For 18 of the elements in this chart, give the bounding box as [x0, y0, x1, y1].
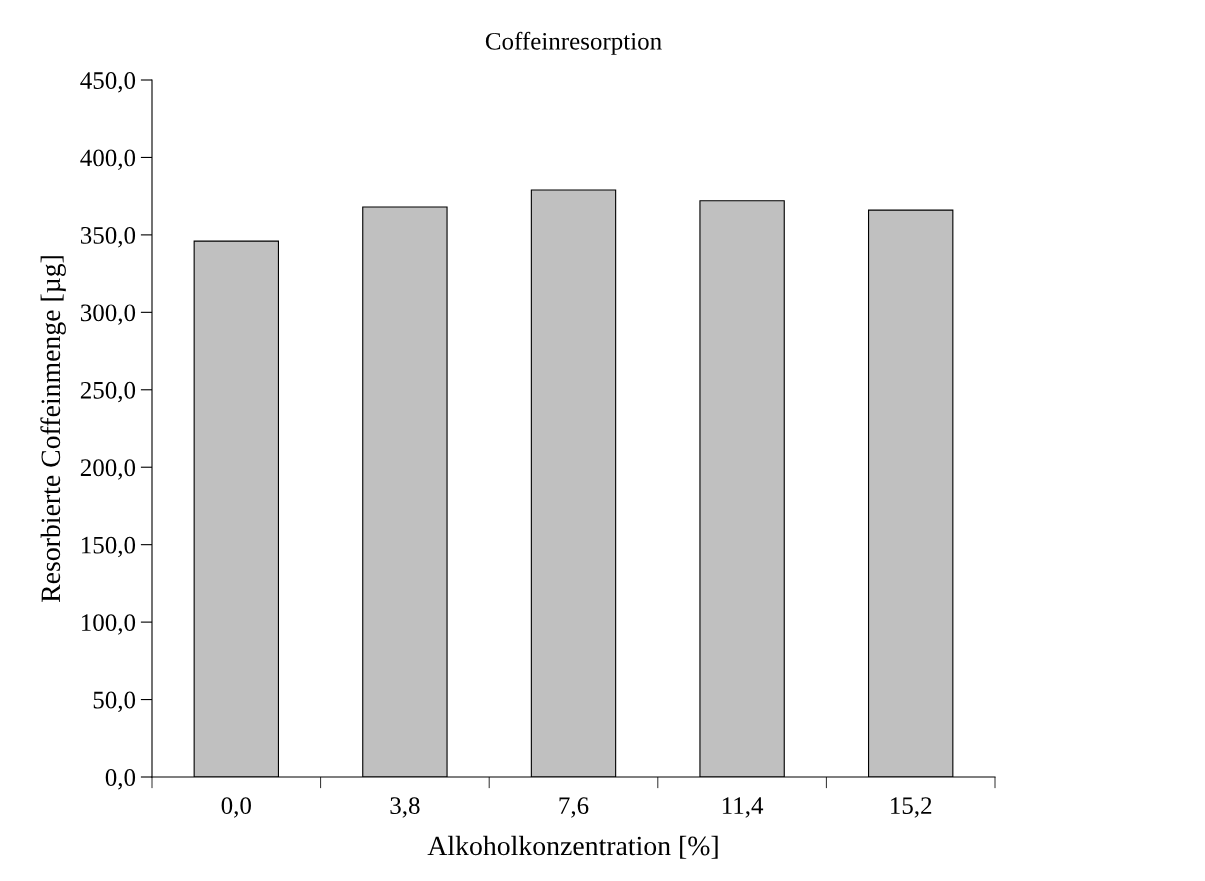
- y-tick-label: 0,0: [105, 769, 136, 790]
- x-tick-label: 0,0: [221, 797, 251, 818]
- x-axis-title: Alkoholkonzentration [%]: [427, 835, 718, 859]
- y-tick-label: 100,0: [81, 614, 136, 635]
- y-tick-label: 350,0: [80, 226, 136, 248]
- y-tick-label: 50,0: [93, 691, 136, 713]
- x-tick-label: 15,2: [891, 797, 932, 818]
- x-tick-label: 3,8: [390, 797, 420, 818]
- y-tick-label: 300,0: [80, 304, 136, 325]
- x-tick-label: 7,6: [559, 797, 589, 818]
- chart-title: Coffeinresorption: [485, 31, 662, 55]
- y-tick-label: 200,0: [80, 459, 136, 480]
- y-tick-label: 450,0: [80, 72, 136, 93]
- y-tick-label: 250,0: [80, 381, 136, 403]
- y-tick-label: 150,0: [81, 536, 136, 558]
- x-tick-label: 11,4: [722, 797, 764, 818]
- y-tick-label: 400,0: [80, 149, 136, 170]
- y-axis-title: Resorbierte Coffeinmenge [µg]: [40, 256, 66, 603]
